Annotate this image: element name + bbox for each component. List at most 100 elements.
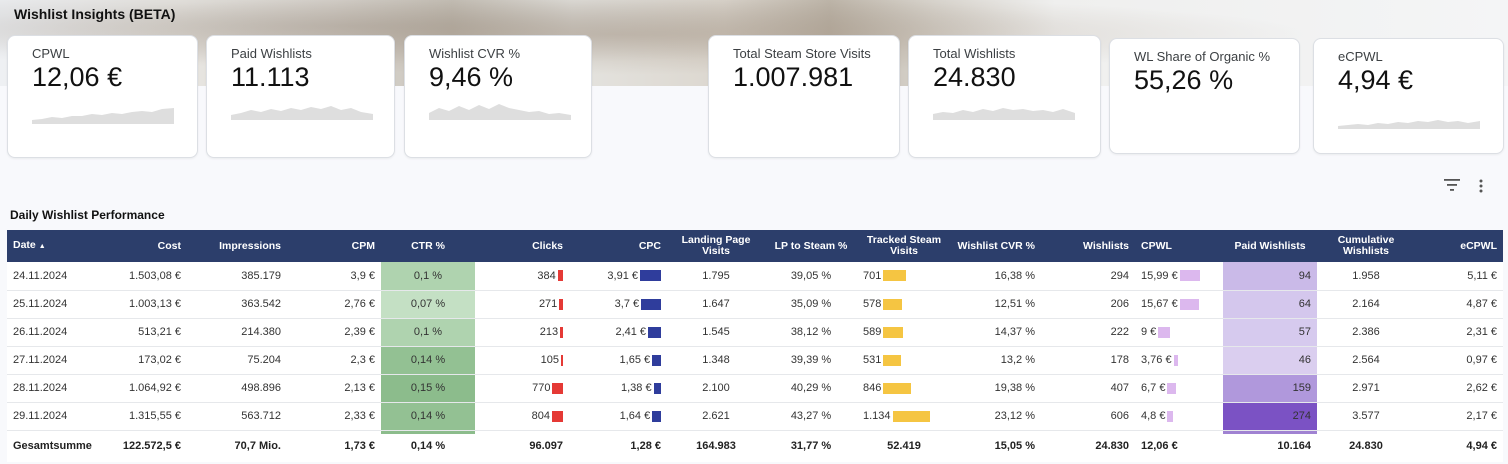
cell-cpm: 2,33 € [287, 402, 381, 431]
kpi-card-paid-wishlists[interactable]: Paid Wishlists 11.113 [206, 35, 395, 158]
total-clicks: 96.097 [475, 429, 569, 462]
cell-cpc-value: 1,64 € [619, 410, 651, 422]
total-cpwl: 12,06 € [1135, 429, 1223, 462]
column-header-landing-page-visits[interactable]: Landing Page Visits [667, 230, 765, 262]
cell-impressions: 498.896 [187, 374, 287, 403]
tracked-bar [883, 270, 907, 282]
kpi-label: CPWL [32, 46, 70, 61]
kpi-card-wl-share-organic[interactable]: WL Share of Organic % 55,26 % [1109, 38, 1300, 154]
kpi-label: Total Wishlists [933, 46, 1016, 61]
kpi-value: 1.007.981 [733, 62, 854, 92]
table-row[interactable]: 28.11.2024 1.064,92 €498.896 2,13 €0,15 % 7… [7, 374, 1503, 403]
cell-cpc-value: 2,41 € [615, 326, 647, 338]
column-header-lp-to-steam[interactable]: LP to Steam % [765, 230, 857, 262]
cell-impressions: 75.204 [187, 346, 287, 375]
cell-cpc: 3,7 € [569, 290, 667, 319]
cell-cpm: 3,9 € [287, 262, 381, 291]
kpi-value: 24.830 [933, 62, 1016, 92]
cell-cumulative-wishlists: 2.971 [1317, 374, 1415, 403]
kpi-card-total-wishlists[interactable]: Total Wishlists 24.830 [908, 35, 1101, 158]
total-ctr: 0,14 % [381, 429, 475, 462]
sort-asc-icon[interactable]: ▲ [38, 243, 46, 250]
total-ecpwl: 4,94 € [1415, 429, 1503, 462]
column-header-cpwl[interactable]: CPWL [1135, 230, 1223, 262]
cpc-bar [640, 270, 661, 282]
column-header-wishlist-cvr[interactable]: Wishlist CVR % [951, 230, 1041, 262]
column-header-ctr[interactable]: CTR % [381, 230, 475, 262]
kpi-card-ecpwl[interactable]: eCPWL 4,94 € [1313, 38, 1504, 154]
cell-cumulative-wishlists: 2.164 [1317, 290, 1415, 319]
table-row[interactable]: 27.11.2024 173,02 €75.204 2,3 €0,14 % 105 1,… [7, 346, 1503, 375]
kpi-card-steam-store-visits[interactable]: Total Steam Store Visits 1.007.981 [708, 35, 900, 158]
column-header-ecpwl[interactable]: eCPWL [1415, 230, 1503, 262]
cell-lp-to-steam: 43,27 % [765, 402, 857, 431]
cell-ecpwl: 2,62 € [1415, 374, 1503, 403]
table-row[interactable]: 29.11.2024 1.315,55 €563.712 2,33 €0,14 % 8… [7, 402, 1503, 431]
cpwl-bar [1179, 270, 1200, 282]
column-header-clicks[interactable]: Clicks [475, 230, 569, 262]
cell-paid-wishlists: 94 [1223, 262, 1317, 291]
cell-cpc: 3,91 € [569, 262, 667, 291]
page-title: Wishlist Insights (BETA) [14, 6, 176, 22]
clicks-bar [552, 410, 563, 422]
clicks-bar [557, 270, 563, 282]
column-header-tracked-steam-visits[interactable]: Tracked Steam Visits [857, 230, 951, 262]
cell-tracked-steam-visits-value: 578 [863, 298, 882, 310]
cell-clicks: 105 [475, 346, 569, 375]
daily-performance-table: Date ▲ Cost Impressions CPM CTR % Clicks… [7, 230, 1503, 462]
cpwl-bar [1167, 382, 1176, 394]
kpi-value: 12,06 € [32, 62, 123, 92]
table-header-row: Date ▲ Cost Impressions CPM CTR % Clicks… [7, 230, 1503, 262]
cell-tracked-steam-visits-value: 589 [863, 326, 882, 338]
more-vert-icon[interactable] [1479, 179, 1483, 193]
cell-wishlist-cvr: 16,38 % [951, 262, 1041, 291]
column-header-cumulative-wishlists[interactable]: Cumulative Wishlists [1317, 230, 1415, 262]
cpc-bar [652, 410, 661, 422]
column-header-paid-wishlists[interactable]: Paid Wishlists [1223, 230, 1317, 262]
cell-cost: 1.315,55 € [89, 402, 187, 431]
cell-tracked-steam-visits: 589 [857, 318, 951, 347]
cell-wishlists: 606 [1041, 402, 1135, 431]
kpi-card-cpwl[interactable]: CPWL 12,06 € [7, 35, 198, 158]
column-header-cost[interactable]: Cost [89, 230, 187, 262]
cell-cost: 1.064,92 € [89, 374, 187, 403]
kpi-value: 9,46 % [429, 62, 514, 92]
kpi-sparkline [429, 104, 571, 120]
column-header-wishlists[interactable]: Wishlists [1041, 230, 1135, 262]
cell-clicks: 770 [475, 374, 569, 403]
cell-clicks: 384 [475, 262, 569, 291]
table-row[interactable]: 24.11.2024 1.503,08 €385.179 3,9 €0,1 % 384… [7, 262, 1503, 291]
filter-icon[interactable] [1444, 179, 1460, 191]
cell-landing-page-visits: 1.348 [667, 346, 765, 375]
cell-cpm: 2,39 € [287, 318, 381, 347]
cell-impressions: 385.179 [187, 262, 287, 291]
cell-cpm: 2,13 € [287, 374, 381, 403]
cell-tracked-steam-visits-value: 1.134 [863, 410, 891, 422]
cell-date: 28.11.2024 [7, 374, 89, 403]
kpi-sparkline [1338, 120, 1480, 129]
column-header-cpm[interactable]: CPM [287, 230, 381, 262]
table-row[interactable]: 26.11.2024 513,21 €214.380 2,39 €0,1 % 213 2… [7, 318, 1503, 347]
cell-cpwl: 15,99 € [1135, 262, 1223, 291]
cell-date: 29.11.2024 [7, 402, 89, 431]
column-header-impressions[interactable]: Impressions [187, 230, 287, 262]
kpi-card-wishlist-cvr[interactable]: Wishlist CVR % 9,46 % [404, 35, 592, 158]
cell-ctr: 0,15 % [381, 374, 475, 403]
cell-wishlists: 222 [1041, 318, 1135, 347]
cell-cpwl-value: 15,67 € [1141, 298, 1178, 310]
cell-tracked-steam-visits: 1.134 [857, 402, 951, 431]
cell-cpwl-value: 6,7 € [1141, 382, 1166, 394]
cell-wishlists: 294 [1041, 262, 1135, 291]
kpi-label: eCPWL [1338, 49, 1383, 64]
table-row[interactable]: 25.11.2024 1.003,13 €363.542 2,76 €0,07 % 2… [7, 290, 1503, 319]
column-header-cpc[interactable]: CPC [569, 230, 667, 262]
cell-impressions: 214.380 [187, 318, 287, 347]
cpc-bar [641, 298, 661, 310]
cell-cpwl-value: 3,76 € [1141, 354, 1172, 366]
cell-cpc: 1,38 € [569, 374, 667, 403]
column-header-date[interactable]: Date ▲ [7, 230, 89, 262]
cell-cpwl: 4,8 € [1135, 402, 1223, 431]
cell-date: 24.11.2024 [7, 262, 89, 291]
cell-wishlists: 178 [1041, 346, 1135, 375]
cell-wishlist-cvr: 23,12 % [951, 402, 1041, 431]
